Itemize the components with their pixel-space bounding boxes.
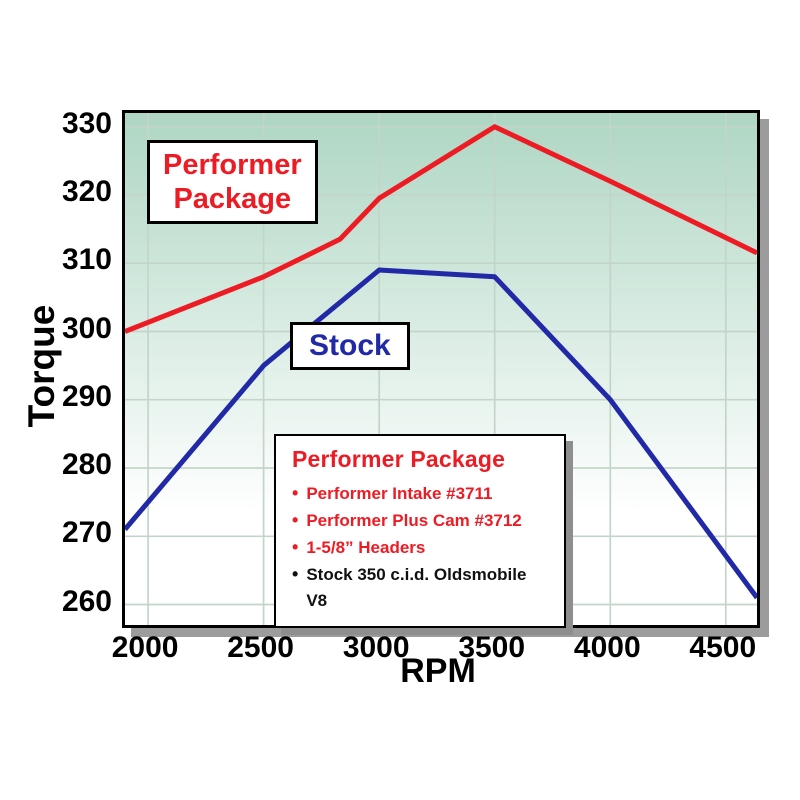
stock-label: Stock (290, 322, 410, 370)
y-tick-label: 270 (61, 516, 112, 550)
legend-item-text: 1-5/8” Headers (306, 538, 426, 557)
y-tick-label: 280 (61, 448, 112, 481)
y-tick-label: 320 (61, 174, 112, 208)
y-tick-label: 330 (61, 106, 112, 140)
y-axis-title: Torque (21, 304, 62, 428)
performer-package-label: Performer Package (147, 140, 318, 224)
gridlines (125, 113, 757, 625)
x-tick-label: 4500 (689, 631, 757, 664)
bullet-icon: • (292, 483, 299, 503)
torque-chart (125, 113, 757, 625)
legend-item: • Stock 350 c.i.d. Oldsmobile V8 (292, 561, 550, 614)
legend-item: • 1-5/8” Headers (292, 534, 550, 561)
legend-item-text: Stock 350 c.i.d. Oldsmobile V8 (306, 565, 527, 610)
legend-item: • Performer Intake #3711 (292, 480, 550, 507)
x-tick-label: 3000 (342, 631, 410, 664)
x-tick-label: 4000 (573, 631, 641, 664)
legend-item-text: Performer Plus Cam #3712 (306, 511, 522, 530)
legend-title: Performer Package (292, 446, 506, 472)
series-line-0 (125, 124, 757, 334)
y-tick-label: 310 (61, 243, 112, 277)
legend-box: Performer Package • Performer Intake #37… (274, 434, 566, 628)
series-line-1 (125, 267, 757, 600)
x-tick-label: 2500 (227, 631, 294, 664)
bullet-icon: • (292, 564, 299, 584)
bullet-icon: • (292, 510, 299, 530)
y-tick-label: 300 (61, 311, 112, 345)
legend-item: • Performer Plus Cam #3712 (292, 507, 550, 534)
plot-area: Performer Package Stock Performer Packag… (122, 110, 760, 628)
legend-item-text: Performer Intake #3711 (306, 484, 493, 503)
x-tick-label: 2000 (111, 631, 179, 664)
bullet-icon: • (292, 537, 299, 557)
y-tick-label: 290 (61, 379, 112, 413)
y-tick-label: 260 (61, 584, 112, 618)
performer-label-line2: Package (173, 183, 292, 215)
x-axis-title: RPM (400, 652, 476, 690)
x-tick-label: 3500 (458, 631, 526, 664)
performer-label-line1: Performer (163, 149, 302, 181)
